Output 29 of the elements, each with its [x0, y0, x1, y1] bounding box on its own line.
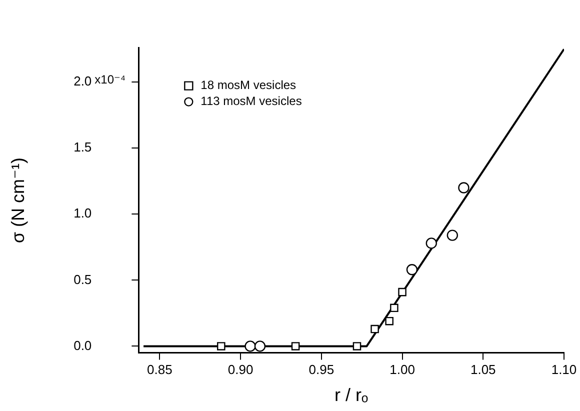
x-tick-label: 1.10	[551, 362, 577, 378]
x-tick-label: 0.90	[228, 362, 254, 378]
point	[291, 342, 300, 350]
point	[217, 342, 226, 350]
point	[244, 340, 256, 352]
y-tick-label: 1.5	[74, 140, 92, 155]
x-axis-title: r / rₒ	[334, 385, 368, 406]
point	[446, 230, 458, 241]
point	[398, 288, 406, 296]
x-tick-label: 1.05	[470, 362, 496, 378]
y-tick-label: 0.0	[74, 338, 92, 353]
legend-label: 18 mosM vesicles	[200, 78, 296, 92]
y-tick-label: 1.0	[74, 206, 92, 221]
text: x10⁻⁴	[94, 72, 126, 86]
y-tick-label: 0.5	[74, 272, 92, 287]
point	[426, 238, 437, 249]
y-axis-title: σ (N cm⁻¹)	[8, 158, 28, 244]
point	[352, 342, 362, 350]
x-tick-label: 0.95	[308, 362, 334, 378]
point	[370, 324, 379, 334]
point	[254, 340, 266, 352]
y-tick-label: 2.0	[74, 74, 92, 89]
point	[406, 264, 418, 276]
x-tick-label: 0.85	[147, 362, 172, 378]
point	[385, 316, 394, 326]
x-tick-label: 1.00	[390, 362, 415, 378]
point	[390, 304, 398, 312]
point	[458, 182, 470, 194]
legend-label: 113 mosM vesicles	[200, 94, 302, 108]
